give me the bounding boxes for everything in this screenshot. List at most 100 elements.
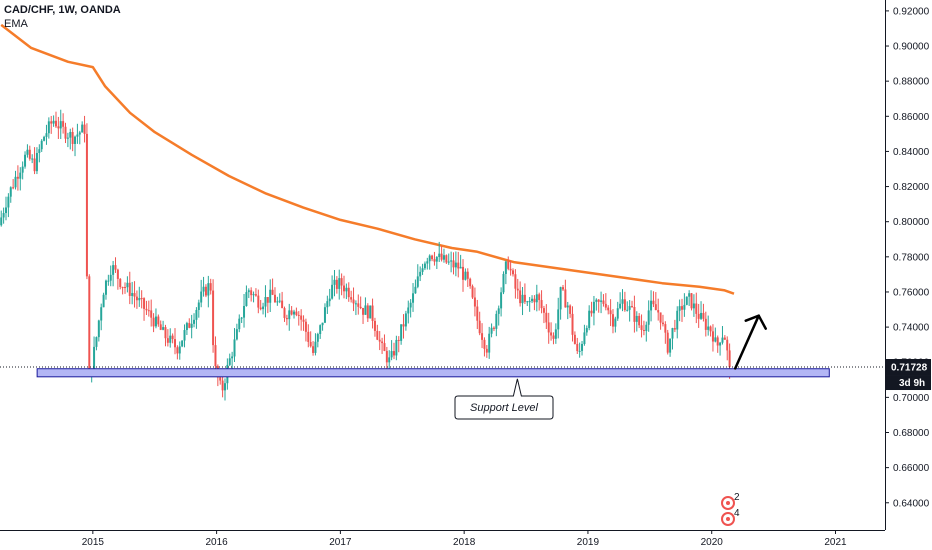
candle-body bbox=[83, 124, 86, 134]
candle bbox=[497, 305, 500, 326]
candle bbox=[69, 128, 72, 150]
idea-icons[interactable]: 24 bbox=[721, 492, 740, 526]
support-callout[interactable]: Support Level bbox=[454, 378, 554, 420]
candle-body bbox=[552, 335, 555, 339]
candle-body bbox=[88, 276, 91, 376]
candle-body bbox=[690, 293, 693, 309]
candle bbox=[207, 275, 210, 308]
candle bbox=[143, 297, 146, 321]
candle bbox=[409, 299, 412, 318]
candle-body bbox=[38, 149, 41, 153]
candle-body bbox=[231, 356, 234, 359]
candle-body bbox=[464, 271, 467, 280]
tradingview-idea-icon[interactable]: 4 bbox=[721, 508, 740, 526]
candle-body bbox=[235, 329, 238, 340]
candle bbox=[404, 310, 407, 331]
candle bbox=[83, 115, 86, 143]
support-zone-rect[interactable] bbox=[36, 368, 830, 378]
candle-body bbox=[188, 323, 191, 328]
candle-body bbox=[723, 337, 726, 340]
candle-body bbox=[540, 300, 543, 309]
candle-body bbox=[81, 124, 84, 133]
candle-body bbox=[328, 298, 331, 302]
candle bbox=[169, 328, 172, 348]
candle-body bbox=[504, 261, 507, 274]
candle-body bbox=[483, 339, 486, 349]
candle-body bbox=[609, 310, 612, 315]
candle bbox=[519, 281, 522, 307]
candle-body bbox=[290, 310, 293, 315]
support-zone[interactable] bbox=[36, 368, 830, 378]
candle bbox=[273, 287, 276, 303]
candle bbox=[164, 324, 167, 347]
candle-body bbox=[297, 314, 300, 316]
candle-body bbox=[174, 339, 177, 348]
candle-body bbox=[469, 278, 472, 287]
candle-body bbox=[711, 331, 714, 342]
candle-body bbox=[488, 333, 491, 353]
candle bbox=[588, 305, 591, 331]
candle bbox=[435, 256, 438, 270]
candle bbox=[66, 132, 69, 148]
candle bbox=[721, 326, 724, 345]
candle-body bbox=[554, 329, 557, 339]
candle bbox=[592, 295, 595, 326]
candle bbox=[407, 300, 410, 324]
candle bbox=[466, 268, 469, 287]
candle bbox=[85, 123, 88, 280]
candle bbox=[609, 299, 612, 327]
candle-body bbox=[426, 261, 429, 264]
candle bbox=[690, 293, 693, 311]
candle bbox=[45, 124, 48, 145]
candle-body bbox=[597, 299, 600, 302]
candle-body bbox=[16, 176, 19, 179]
candle bbox=[378, 331, 381, 351]
candle bbox=[171, 333, 174, 344]
support-callout-box[interactable] bbox=[454, 378, 554, 420]
candle bbox=[702, 303, 705, 322]
candle bbox=[600, 291, 603, 314]
projection-arrow[interactable] bbox=[733, 314, 767, 370]
candle-body bbox=[366, 305, 369, 319]
candle-body bbox=[93, 346, 96, 372]
candle-body bbox=[395, 339, 398, 356]
candle bbox=[566, 301, 569, 320]
candle-body bbox=[490, 327, 493, 334]
candle bbox=[214, 336, 217, 370]
candle-body bbox=[416, 276, 419, 287]
candle-body bbox=[321, 322, 324, 326]
legend-symbol: CAD/CHF, 1W, OANDA bbox=[4, 4, 121, 16]
candle bbox=[19, 167, 22, 191]
x-tick-label: 2021 bbox=[824, 537, 847, 548]
candle-body bbox=[316, 334, 319, 342]
candle-body bbox=[371, 305, 374, 321]
candle-body bbox=[652, 300, 655, 305]
idea-icon-count: 2 bbox=[734, 492, 740, 503]
time-axis[interactable]: 2015 2016 2017 2018 2019 2020 2021 bbox=[0, 530, 932, 550]
candle bbox=[302, 315, 305, 331]
candle-body bbox=[326, 301, 329, 308]
price-axis[interactable]: 0.92000 0.90000 0.88000 0.86000 0.84000 0.820… bbox=[885, 0, 932, 550]
y-tick-label: 0.66000 bbox=[893, 463, 930, 474]
candle bbox=[578, 342, 581, 358]
candle bbox=[423, 261, 426, 271]
candle bbox=[9, 186, 12, 203]
candle bbox=[152, 313, 155, 333]
up-arrow-icon[interactable] bbox=[744, 314, 767, 330]
candle-body bbox=[221, 380, 224, 391]
tradingview-idea-icon[interactable]: 2 bbox=[721, 492, 740, 510]
candle bbox=[552, 332, 555, 345]
candle bbox=[178, 341, 181, 360]
projection-line[interactable] bbox=[733, 314, 760, 370]
candle bbox=[166, 329, 169, 347]
candle-body bbox=[307, 331, 310, 342]
candle bbox=[392, 342, 395, 360]
candle bbox=[452, 252, 455, 275]
idea-icon-dot bbox=[726, 517, 730, 521]
candle-body bbox=[683, 304, 686, 310]
candle-body bbox=[571, 313, 574, 335]
candle-body bbox=[435, 257, 438, 262]
candle bbox=[521, 287, 524, 316]
candle bbox=[369, 305, 372, 319]
